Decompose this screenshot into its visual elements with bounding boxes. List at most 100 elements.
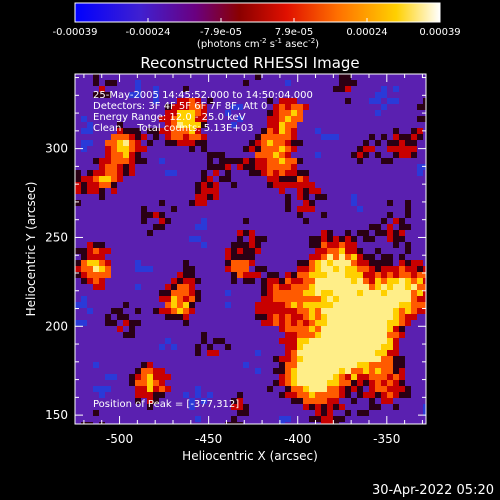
image-pixel xyxy=(363,284,369,290)
image-pixel xyxy=(351,248,357,254)
image-pixel xyxy=(399,224,405,230)
image-pixel xyxy=(333,338,339,344)
image-pixel xyxy=(351,368,357,374)
image-pixel xyxy=(375,380,381,386)
image-pixel xyxy=(321,392,327,398)
image-pixel xyxy=(399,368,405,374)
image-pixel xyxy=(273,104,279,110)
image-pixel xyxy=(351,380,357,386)
image-pixel xyxy=(105,320,111,326)
image-pixel xyxy=(111,374,117,380)
image-pixel xyxy=(201,140,207,146)
image-pixel xyxy=(417,284,423,290)
image-pixel xyxy=(381,260,387,266)
image-pixel xyxy=(345,410,351,416)
image-pixel xyxy=(291,344,297,350)
image-pixel xyxy=(423,290,426,296)
image-pixel xyxy=(99,266,105,272)
image-pixel xyxy=(303,194,309,200)
x-tick-label: -500 xyxy=(106,432,133,446)
image-pixel xyxy=(261,266,267,272)
image-pixel xyxy=(345,386,351,392)
image-pixel xyxy=(417,128,423,134)
image-pixel xyxy=(363,332,369,338)
image-pixel xyxy=(339,86,345,92)
image-pixel xyxy=(363,350,369,356)
image-pixel xyxy=(75,182,81,188)
image-pixel xyxy=(345,302,351,308)
image-pixel xyxy=(279,308,285,314)
image-pixel xyxy=(381,362,387,368)
image-pixel xyxy=(261,140,267,146)
image-pixel xyxy=(309,206,315,212)
image-pixel xyxy=(117,122,123,128)
image-pixel xyxy=(393,284,399,290)
image-pixel xyxy=(369,338,375,344)
image-pixel xyxy=(417,278,423,284)
image-pixel xyxy=(411,290,417,296)
x-tick-label: -400 xyxy=(284,432,311,446)
image-pixel xyxy=(279,320,285,326)
image-pixel xyxy=(399,266,405,272)
image-pixel xyxy=(177,272,183,278)
image-pixel xyxy=(315,152,321,158)
image-pixel xyxy=(291,110,297,116)
image-pixel xyxy=(345,320,351,326)
image-pixel xyxy=(357,326,363,332)
image-pixel xyxy=(363,236,369,242)
image-pixel xyxy=(297,386,303,392)
image-pixel xyxy=(267,308,273,314)
image-pixel xyxy=(351,386,357,392)
image-pixel xyxy=(309,242,315,248)
image-pixel xyxy=(333,404,339,410)
info-line-clean: Clean Total counts: 5.13E+03 xyxy=(93,123,253,134)
image-pixel xyxy=(369,404,375,410)
image-pixel xyxy=(129,374,135,380)
image-pixel xyxy=(93,254,99,260)
image-pixel xyxy=(249,230,255,236)
image-pixel xyxy=(393,140,399,146)
image-pixel xyxy=(291,116,297,122)
image-pixel xyxy=(261,128,267,134)
image-pixel xyxy=(153,308,159,314)
image-pixel xyxy=(393,230,399,236)
image-pixel xyxy=(273,146,279,152)
image-pixel xyxy=(297,344,303,350)
image-pixel xyxy=(351,290,357,296)
image-pixel xyxy=(99,92,105,98)
image-pixel xyxy=(201,218,207,224)
image-pixel xyxy=(315,248,321,254)
image-pixel xyxy=(315,404,321,410)
image-pixel xyxy=(399,152,405,158)
image-pixel xyxy=(363,152,369,158)
image-pixel xyxy=(405,296,411,302)
image-pixel xyxy=(381,254,387,260)
image-pixel xyxy=(213,338,219,344)
image-pixel xyxy=(339,80,345,86)
image-pixel xyxy=(87,266,93,272)
image-pixel xyxy=(339,254,345,260)
image-pixel xyxy=(303,206,309,212)
image-pixel xyxy=(309,380,315,386)
image-pixel xyxy=(327,134,333,140)
image-pixel xyxy=(261,170,267,176)
image-pixel xyxy=(153,392,159,398)
x-tick-label: -350 xyxy=(373,432,400,446)
image-pixel xyxy=(147,404,153,410)
image-pixel xyxy=(177,296,183,302)
image-pixel xyxy=(279,290,285,296)
info-text: 25-May-2005 14:45:52.000 to 14:50:04.000… xyxy=(93,90,313,134)
image-pixel xyxy=(189,122,195,128)
image-pixel xyxy=(177,308,183,314)
image-pixel xyxy=(147,392,153,398)
image-pixel xyxy=(129,380,135,386)
image-pixel xyxy=(207,344,213,350)
image-pixel xyxy=(297,392,303,398)
image-pixel xyxy=(345,344,351,350)
image-pixel xyxy=(285,314,291,320)
info-line-energy: Energy Range: 12.0 - 25.0 keV xyxy=(93,112,246,123)
image-pixel xyxy=(297,296,303,302)
image-pixel xyxy=(375,290,381,296)
image-pixel xyxy=(381,86,387,92)
image-pixel xyxy=(393,134,399,140)
